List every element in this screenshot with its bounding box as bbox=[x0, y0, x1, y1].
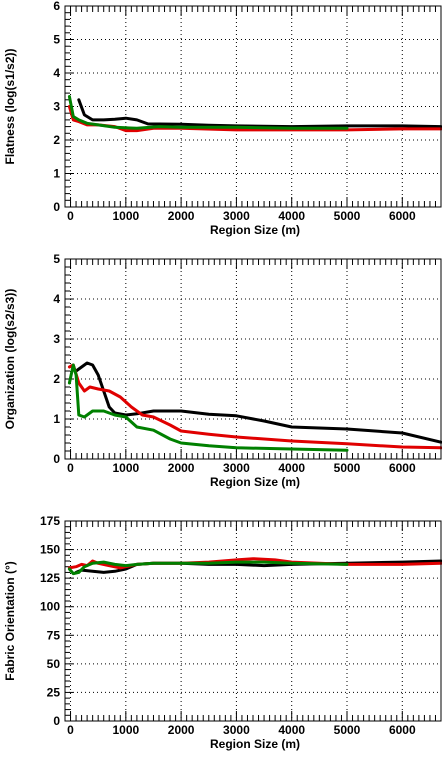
y-tick-label: 3 bbox=[53, 100, 60, 114]
x-tick-label: 3000 bbox=[223, 209, 250, 223]
y-tick-label: 0 bbox=[53, 452, 60, 466]
plot-frame bbox=[64, 258, 442, 460]
plot-frame bbox=[64, 5, 442, 208]
x-tick-label: 1000 bbox=[112, 461, 139, 475]
chart-panel-3: 0 25 50 75 100 125 150 175 0 1000 2000 3000 4000 5000… bbox=[3, 514, 442, 751]
x-tick-label: 6000 bbox=[389, 461, 416, 475]
x-tick-label: 3000 bbox=[223, 723, 250, 737]
plot-frame bbox=[64, 520, 442, 722]
y-tick-label: 175 bbox=[40, 514, 60, 528]
x-tick-label: 2000 bbox=[168, 461, 195, 475]
y-axis-title: Fabric Orientation (°) bbox=[3, 561, 17, 680]
y-tick-label: 5 bbox=[53, 33, 60, 47]
y-axis-title: Organization (log(s2/s3)) bbox=[3, 289, 17, 430]
chart-panel-1: 0 1 2 3 4 5 6 0 1000 2000 3000 4000 5000 6000 Region S… bbox=[3, 0, 442, 237]
x-axis-title: Region Size (m) bbox=[210, 737, 300, 751]
x-tick-label: 0 bbox=[67, 723, 74, 737]
x-axis-title: Region Size (m) bbox=[210, 223, 300, 237]
x-tick-label: 0 bbox=[67, 209, 74, 223]
y-tick-label: 100 bbox=[40, 600, 60, 614]
chart-panel-2: 0 1 2 3 4 5 0 1000 2000 3000 4000 5000 6000 Region Si… bbox=[3, 252, 442, 489]
x-tick-label: 2000 bbox=[168, 723, 195, 737]
x-tick-label: 2000 bbox=[168, 209, 195, 223]
y-tick-label: 2 bbox=[53, 372, 60, 386]
series-line-1 bbox=[77, 98, 442, 129]
y-tick-label: 0 bbox=[53, 200, 60, 214]
y-tick-label: 4 bbox=[53, 66, 60, 80]
y-tick-label: 150 bbox=[40, 543, 60, 557]
y-tick-label: 125 bbox=[40, 571, 60, 585]
x-tick-label: 6000 bbox=[389, 209, 416, 223]
series-line-3 bbox=[67, 560, 349, 576]
series-line-2 bbox=[67, 105, 442, 133]
y-tick-label: 50 bbox=[47, 657, 61, 671]
x-tick-label: 5000 bbox=[334, 461, 361, 475]
y-axis-title: Flatness (log(s1/s2)) bbox=[3, 48, 17, 164]
x-tick-label: 5000 bbox=[334, 209, 361, 223]
series-line-2 bbox=[67, 363, 442, 450]
x-tick-label: 4000 bbox=[278, 723, 305, 737]
x-tick-label: 1000 bbox=[112, 209, 139, 223]
x-tick-label: 4000 bbox=[278, 461, 305, 475]
y-tick-label: 1 bbox=[53, 167, 60, 181]
y-tick-label: 3 bbox=[53, 332, 60, 346]
series-line-1 bbox=[74, 361, 442, 444]
x-tick-label: 6000 bbox=[389, 723, 416, 737]
series-line-3 bbox=[67, 363, 349, 452]
y-tick-label: 6 bbox=[53, 0, 60, 13]
series-line-3 bbox=[67, 95, 349, 130]
x-tick-label: 5000 bbox=[334, 723, 361, 737]
x-axis-title: Region Size (m) bbox=[210, 475, 300, 489]
y-tick-label: 1 bbox=[53, 412, 60, 426]
y-tick-label: 0 bbox=[53, 714, 60, 728]
y-tick-label: 5 bbox=[53, 252, 60, 266]
x-tick-label: 4000 bbox=[278, 209, 305, 223]
x-tick-label: 1000 bbox=[112, 723, 139, 737]
y-tick-label: 2 bbox=[53, 133, 60, 147]
y-tick-label: 4 bbox=[53, 292, 60, 306]
y-tick-label: 75 bbox=[47, 628, 61, 642]
x-tick-label: 0 bbox=[67, 461, 74, 475]
x-tick-label: 3000 bbox=[223, 461, 250, 475]
y-tick-label: 25 bbox=[47, 685, 61, 699]
